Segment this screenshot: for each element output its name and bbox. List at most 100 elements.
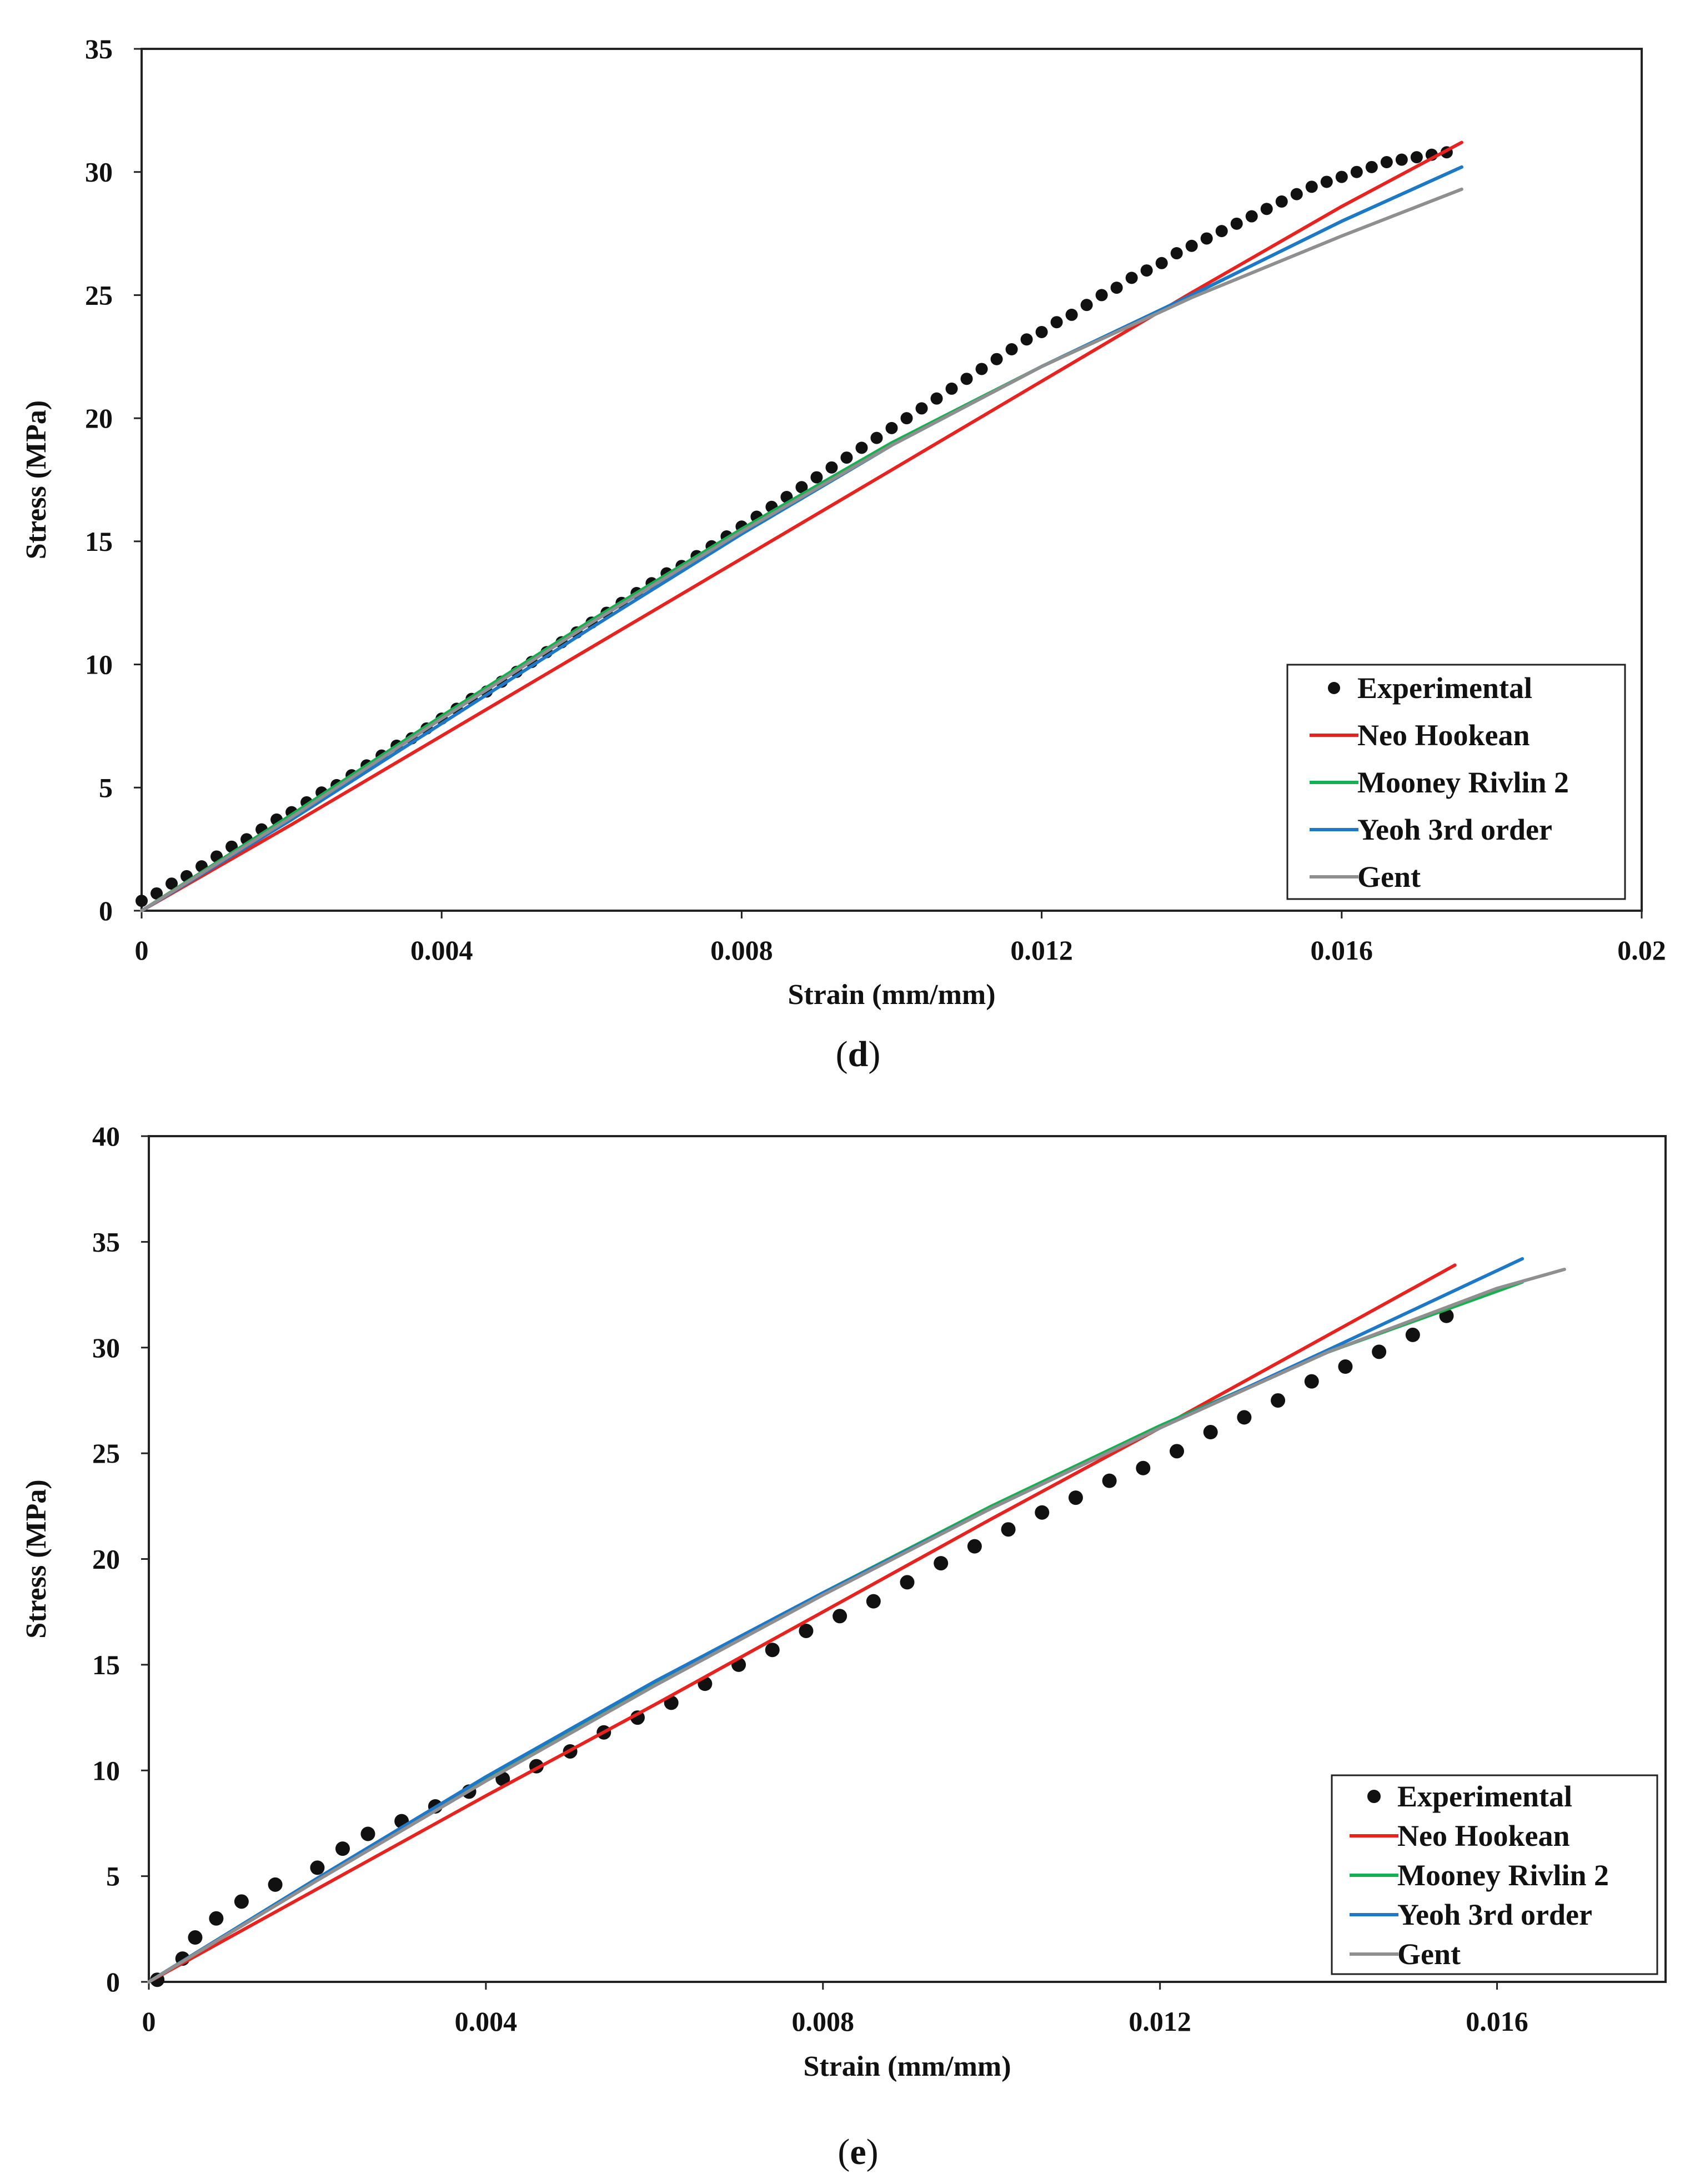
chart-panel-e: 0 5 10 15 20 25 30 35 40 0 0.004 0.008 0.012 0.016 Str… (21, 1121, 1667, 2172)
panel-caption: (e) (838, 2132, 878, 2172)
experimental-data-point (866, 1594, 881, 1609)
y-axis-title: Stress (MPa) (21, 1479, 52, 1638)
experimental-data-point (360, 1826, 375, 1841)
experimental-data-point (915, 402, 928, 415)
experimental-data-point (1050, 316, 1063, 329)
x-tick-label: 0.008 (792, 2006, 855, 2037)
legend-entry: Experimental (1357, 671, 1532, 705)
experimental-data-point (234, 1894, 249, 1909)
experimental-data-point (1245, 210, 1258, 223)
experimental-data-point (1035, 1505, 1050, 1520)
experimental-data-point (799, 1623, 814, 1638)
experimental-data-point (990, 353, 1003, 365)
experimental-data-point (1170, 1444, 1185, 1459)
experimental-data-point (833, 1609, 848, 1624)
y-tick-label: 25 (85, 279, 113, 310)
y-tick-label: 35 (92, 1226, 120, 1257)
x-tick-label: 0.02 (1617, 935, 1666, 966)
experimental-data-point (1005, 343, 1018, 355)
x-axis-title: Strain (mm/mm) (803, 2051, 1011, 2082)
y-axis-title: Stress (MPa) (21, 400, 52, 559)
panel-caption-open: ( (838, 2132, 850, 2172)
gent-series-line (140, 187, 1463, 912)
experimental-data-point (1271, 1393, 1286, 1408)
experimental-data-point (1001, 1522, 1016, 1537)
y-tick-label: 35 (85, 33, 113, 64)
y-tick-label: 15 (85, 526, 113, 557)
experimental-data-point (1305, 180, 1318, 193)
y-tick-label: 15 (92, 1649, 120, 1680)
y-tick-label: 10 (85, 649, 113, 680)
experimental-data-point (1405, 1327, 1420, 1342)
experimental-data-point (166, 877, 178, 890)
x-tick-label: 0.004 (455, 2006, 518, 2037)
legend-entry: Yeoh 3rd order (1357, 813, 1552, 846)
experimental-data-point (1136, 1460, 1151, 1475)
experimental-data-point (825, 461, 838, 474)
experimental-data-point (1215, 225, 1228, 238)
experimental-data-point (840, 451, 853, 464)
legend-marker-dot (1367, 1790, 1381, 1803)
experimental-data-point (1035, 325, 1048, 338)
gent-series-line (147, 1267, 1566, 1984)
experimental-data-point (795, 481, 808, 494)
experimental-data-point (900, 1575, 915, 1590)
experimental-data-point (1365, 160, 1378, 173)
experimental-data-point (136, 895, 148, 907)
experimental-data-point (1155, 257, 1168, 269)
experimental-data-point (268, 1877, 283, 1892)
experimental-data-point (1350, 165, 1363, 178)
panel-caption: (d) (836, 1034, 881, 1075)
experimental-data-point (1380, 155, 1393, 168)
y-tick-label: 5 (99, 772, 113, 803)
experimental-data-point (1230, 217, 1243, 230)
experimental-data-point (1395, 153, 1408, 166)
x-axis-title: Strain (mm/mm) (788, 979, 995, 1011)
experimental-data-point (900, 412, 913, 425)
experimental-data-point (1237, 1410, 1252, 1425)
experimental-data-point (310, 1860, 325, 1875)
legend-entry: Mooney Rivlin 2 (1397, 1859, 1609, 1892)
legend-entry: Neo Hookean (1397, 1819, 1570, 1852)
legend-marker-dot (1328, 682, 1340, 694)
experimental-data-point (1170, 247, 1183, 260)
experimental-data-point (855, 441, 868, 454)
experimental-data-point (960, 373, 973, 385)
experimental-data-point (765, 1643, 780, 1658)
mooney-rivlin-2-series-line (140, 165, 1463, 912)
experimental-data-point (1065, 308, 1078, 321)
experimental-data-point (1110, 282, 1123, 294)
legend-entry: Gent (1357, 860, 1421, 893)
experimental-data-point (870, 431, 883, 444)
chart-panel-d: 0 5 10 15 20 25 30 35 0 0.004 0.008 0.012 0.016 0.02 S… (21, 33, 1666, 1075)
y-tick-label: 30 (85, 157, 113, 188)
experimental-data-point (188, 1930, 203, 1945)
legend-entry: Gent (1397, 1937, 1461, 1971)
x-tick-label: 0 (142, 2006, 156, 2037)
x-tick-label: 0.016 (1311, 935, 1373, 966)
experimental-data-point (1068, 1490, 1083, 1505)
experimental-data-point (810, 471, 823, 484)
experimental-data-point (1203, 1425, 1218, 1440)
experimental-data-point (1080, 299, 1093, 312)
experimental-data-point (945, 382, 958, 395)
experimental-data-point (1125, 272, 1138, 284)
experimental-data-point (1372, 1344, 1387, 1359)
experimental-data-point (1095, 289, 1108, 302)
y-tick-label: 25 (92, 1438, 120, 1469)
experimental-data-point (1290, 188, 1303, 200)
experimental-data-point (1260, 203, 1273, 215)
x-tick-label: 0.008 (710, 935, 773, 966)
experimental-data-point (1102, 1473, 1117, 1488)
panel-caption-close: ) (868, 1034, 880, 1075)
experimental-data-point (1020, 333, 1033, 346)
y-tick-label: 20 (92, 1544, 120, 1575)
y-tick-label: 40 (92, 1121, 120, 1152)
experimental-data-point (1200, 232, 1213, 245)
yeoh-3rd-order-series-line (140, 165, 1463, 912)
x-tick-label: 0.012 (1129, 2006, 1191, 2037)
experimental-data-point (1338, 1359, 1353, 1374)
x-tick-label: 0.016 (1466, 2006, 1528, 2037)
experimental-data-point (151, 887, 163, 900)
